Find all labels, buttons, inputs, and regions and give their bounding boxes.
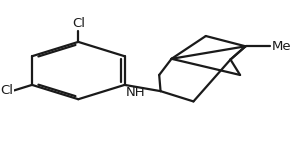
Text: Cl: Cl <box>0 84 13 97</box>
Text: NH: NH <box>126 86 146 99</box>
Text: Me: Me <box>272 40 291 53</box>
Text: Cl: Cl <box>72 17 85 30</box>
